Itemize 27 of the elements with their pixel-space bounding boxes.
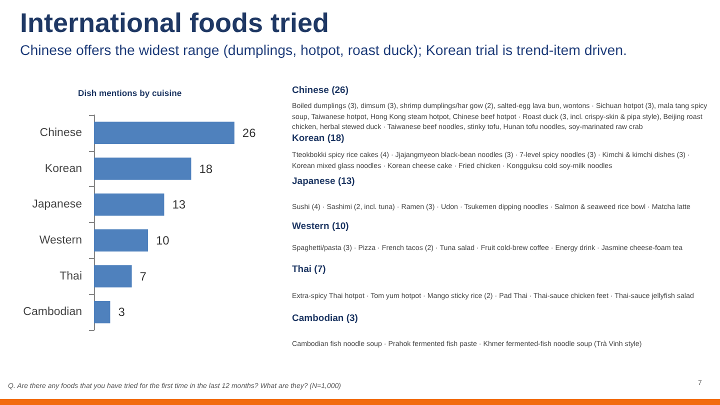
y-tick-label: Japanese (32, 198, 82, 211)
data-label: 3 (118, 305, 126, 320)
bar (94, 158, 192, 180)
text: Chinese (26) (292, 85, 348, 96)
data-label: 18 (199, 162, 213, 176)
text: Thai (7) (292, 264, 326, 275)
text: Cambodian (3) (292, 313, 358, 324)
text: Korean (18) (292, 133, 344, 144)
y-tick-label: Western (39, 234, 82, 246)
data-label: 7 (140, 269, 147, 284)
text: Dish mentions by cuisine (78, 88, 182, 98)
bar (94, 193, 164, 216)
text: Western (10) (292, 221, 349, 232)
text: Chinese offers the widest range (dumplings, hotpot, roast duck); Korean trial is trend-item driven. (20, 43, 627, 59)
bar (94, 300, 110, 324)
bar (94, 229, 148, 252)
text: Japanese (13) (292, 176, 355, 187)
y-tick-label: Chinese (40, 126, 82, 139)
y-tick-label: Thai (60, 270, 82, 282)
data-label: 13 (172, 198, 186, 212)
data-label: 26 (242, 126, 256, 140)
chart-title: International foods tried (20, 8, 330, 39)
bar (94, 122, 234, 144)
y-tick-label: Korean (44, 162, 82, 175)
data-label: 10 (156, 233, 170, 248)
bar (94, 265, 132, 288)
y-tick-label: Cambodian (23, 306, 82, 318)
